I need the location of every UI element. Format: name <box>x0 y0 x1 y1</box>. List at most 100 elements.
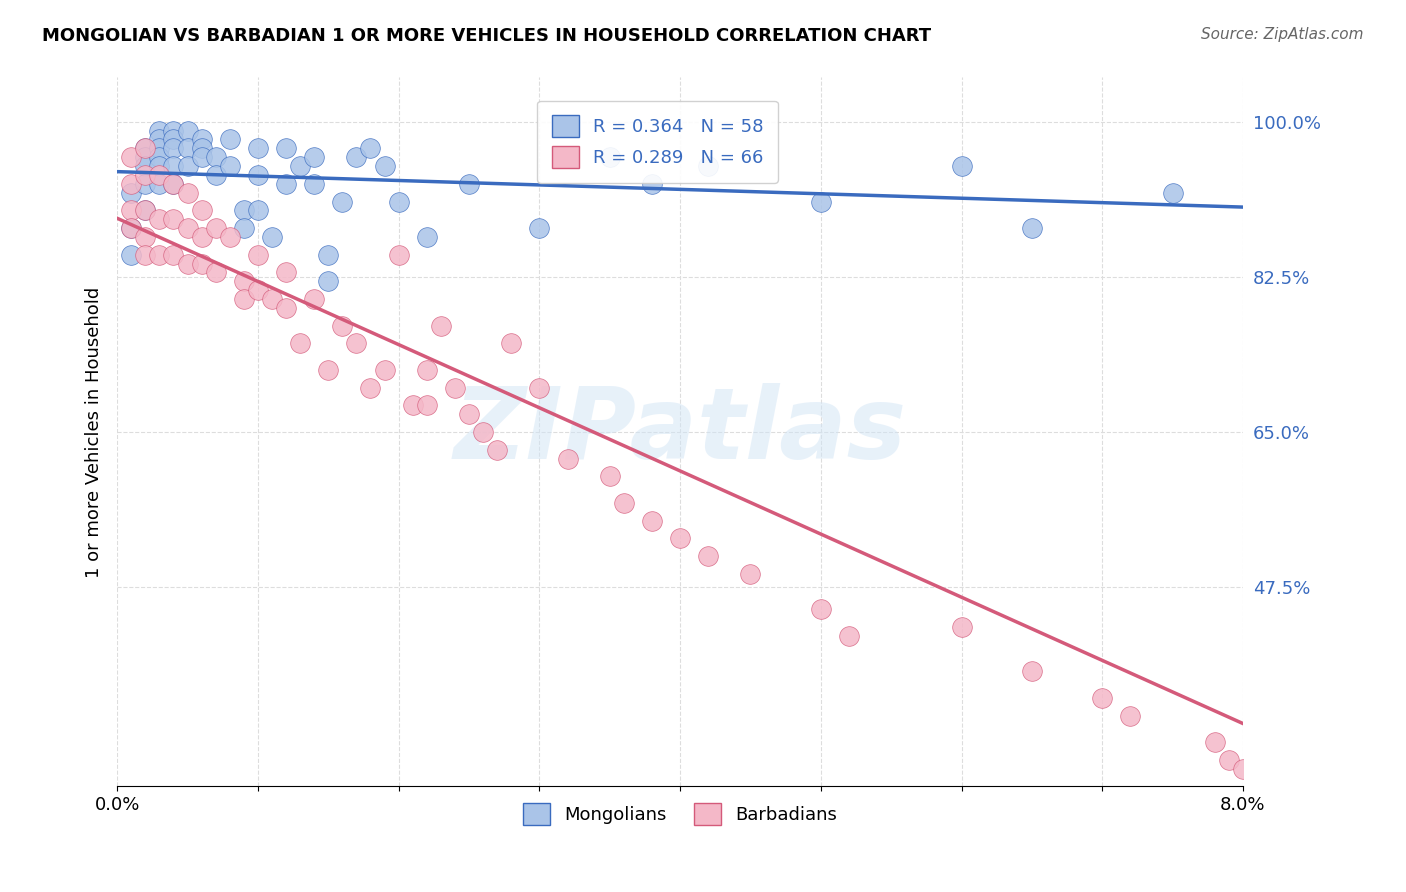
Point <box>232 292 254 306</box>
Point <box>120 150 142 164</box>
Point <box>120 221 142 235</box>
Point <box>274 141 297 155</box>
Point <box>134 159 156 173</box>
Point <box>162 212 184 227</box>
Point <box>360 141 382 155</box>
Point <box>246 203 269 218</box>
Point <box>1021 221 1043 235</box>
Point <box>162 123 184 137</box>
Point <box>416 398 439 412</box>
Point <box>557 451 579 466</box>
Text: ZIPatlas: ZIPatlas <box>454 384 907 481</box>
Point <box>641 514 664 528</box>
Point <box>134 248 156 262</box>
Point <box>360 381 382 395</box>
Point <box>288 159 311 173</box>
Point <box>810 194 832 209</box>
Point <box>134 168 156 182</box>
Point <box>120 203 142 218</box>
Point <box>1021 665 1043 679</box>
Text: Source: ZipAtlas.com: Source: ZipAtlas.com <box>1201 27 1364 42</box>
Point <box>246 248 269 262</box>
Point <box>1204 735 1226 749</box>
Point <box>274 301 297 315</box>
Point <box>148 168 170 182</box>
Point <box>120 248 142 262</box>
Point <box>190 132 212 146</box>
Text: MONGOLIAN VS BARBADIAN 1 OR MORE VEHICLES IN HOUSEHOLD CORRELATION CHART: MONGOLIAN VS BARBADIAN 1 OR MORE VEHICLE… <box>42 27 931 45</box>
Point <box>246 283 269 297</box>
Point <box>232 274 254 288</box>
Point <box>529 221 551 235</box>
Point <box>232 221 254 235</box>
Point <box>148 159 170 173</box>
Point <box>1218 753 1240 767</box>
Point <box>120 177 142 191</box>
Point <box>613 496 636 510</box>
Point <box>162 132 184 146</box>
Point <box>120 186 142 200</box>
Point <box>176 159 198 173</box>
Point <box>260 292 283 306</box>
Point <box>599 469 621 483</box>
Point <box>176 141 198 155</box>
Point <box>148 150 170 164</box>
Point <box>190 256 212 270</box>
Point <box>374 363 396 377</box>
Point <box>669 531 692 545</box>
Point <box>274 177 297 191</box>
Point <box>204 265 226 279</box>
Point <box>402 398 425 412</box>
Point <box>1119 708 1142 723</box>
Point <box>950 159 973 173</box>
Point <box>246 141 269 155</box>
Point <box>148 248 170 262</box>
Point <box>444 381 467 395</box>
Point <box>458 177 481 191</box>
Point <box>134 203 156 218</box>
Point <box>302 177 325 191</box>
Point <box>330 194 353 209</box>
Point <box>246 168 269 182</box>
Point <box>190 203 212 218</box>
Point <box>148 132 170 146</box>
Point <box>1260 150 1282 164</box>
Point <box>950 620 973 634</box>
Point <box>204 221 226 235</box>
Point <box>486 442 509 457</box>
Point <box>134 203 156 218</box>
Point <box>501 336 523 351</box>
Point <box>740 566 762 581</box>
Point <box>810 602 832 616</box>
Point <box>134 141 156 155</box>
Point <box>1161 186 1184 200</box>
Point <box>162 177 184 191</box>
Point <box>430 318 453 333</box>
Point <box>374 159 396 173</box>
Legend: Mongolians, Barbadians: Mongolians, Barbadians <box>513 794 846 834</box>
Point <box>218 230 240 244</box>
Point <box>316 363 339 377</box>
Point <box>388 194 411 209</box>
Point <box>134 230 156 244</box>
Point <box>344 336 367 351</box>
Point <box>557 150 579 164</box>
Y-axis label: 1 or more Vehicles in Household: 1 or more Vehicles in Household <box>86 286 103 578</box>
Point <box>288 336 311 351</box>
Point <box>1091 690 1114 705</box>
Point <box>218 132 240 146</box>
Point <box>641 177 664 191</box>
Point <box>134 177 156 191</box>
Point <box>162 248 184 262</box>
Point <box>344 150 367 164</box>
Point <box>1232 762 1254 776</box>
Point <box>302 150 325 164</box>
Point <box>218 159 240 173</box>
Point <box>232 203 254 218</box>
Point <box>190 150 212 164</box>
Point <box>697 159 720 173</box>
Point <box>260 230 283 244</box>
Point <box>148 123 170 137</box>
Point <box>838 629 860 643</box>
Point <box>148 212 170 227</box>
